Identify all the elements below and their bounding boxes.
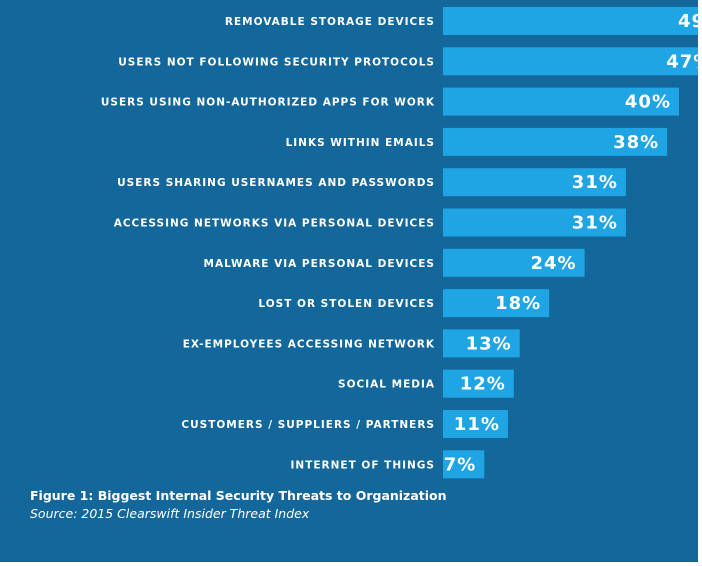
category-label: MALWARE VIA PERSONAL DEVICES [204,258,435,270]
bar [443,7,698,35]
bar [443,369,514,398]
category-label: EX-EMPLOYEES ACCESSING NETWORK [183,338,435,350]
category-label: INTERNET OF THINGS [291,459,435,471]
value-label: 49% [678,11,702,32]
value-label: 38% [613,132,659,153]
bar [443,47,698,76]
bar [443,450,485,479]
category-label: USERS USING NON-AUTHORIZED APPS FOR WORK [101,97,435,109]
value-label: 11% [454,414,500,435]
category-label: SOCIAL MEDIA [338,379,435,391]
bar [443,208,626,237]
bar [443,127,668,156]
bar [443,87,679,116]
category-label: LINKS WITHIN EMAILS [286,137,435,149]
category-label: CUSTOMERS / SUPPLIERS / PARTNERS [181,419,435,431]
value-label: 31% [572,213,618,234]
category-label: USERS NOT FOLLOWING SECURITY PROTOCOLS [118,56,435,68]
category-label: USERS SHARING USERNAMES AND PASSWORDS [117,177,435,189]
bar [443,248,585,277]
value-label: 31% [572,172,618,193]
value-label: 18% [495,293,541,314]
bars: REMOVABLE STORAGE DEVICES 49% USERS NOT FO… [101,7,702,479]
category-label: LOST OR STOLEN DEVICES [258,298,435,310]
value-label: 24% [531,253,577,274]
chart-source: Source: 2015 Clearswift Insider Threat I… [30,506,310,521]
bar [443,289,550,318]
chart-title: Figure 1: Biggest Internal Security Thre… [30,488,447,503]
value-label: 13% [466,333,512,354]
bar [443,329,520,358]
value-label: 47% [666,51,702,72]
value-label: 12% [460,374,506,395]
value-label: 40% [625,92,671,113]
bar [443,168,626,197]
category-label: REMOVABLE STORAGE DEVICES [225,16,435,28]
category-label: ACCESSING NETWORKS VIA PERSONAL DEVICES [114,218,435,230]
value-label: 7% [444,454,477,475]
bar [443,410,508,438]
